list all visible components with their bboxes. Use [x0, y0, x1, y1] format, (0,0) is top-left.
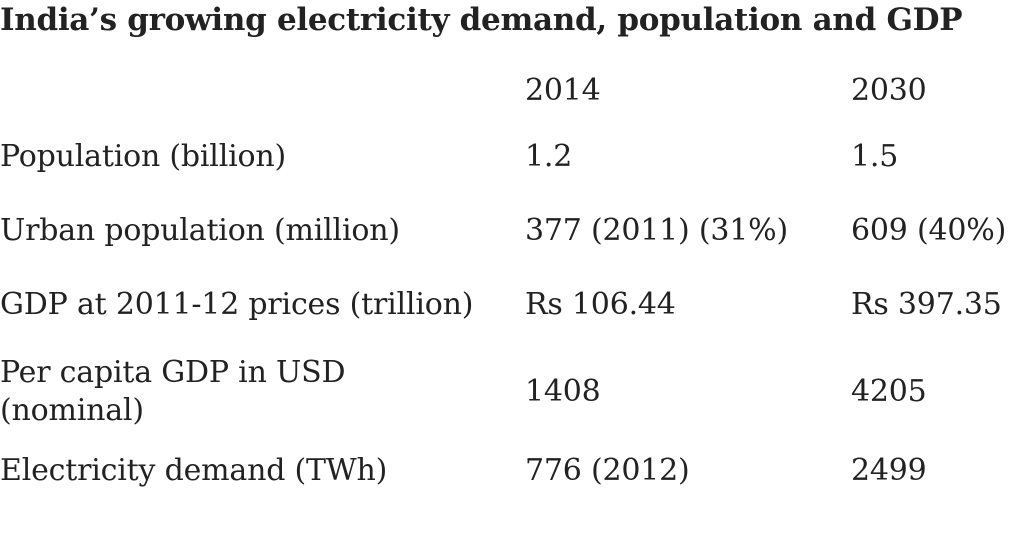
table-row: Per capita GDP in USD (nominal) 1408 420…	[0, 342, 1024, 442]
row-label: GDP at 2011-12 prices (trillion)	[0, 287, 474, 322]
cell-2030: 2499	[851, 453, 927, 488]
cell-2014: 776 (2012)	[525, 453, 690, 488]
table-row: Electricity demand (TWh) 776 (2012) 2499	[0, 442, 1024, 536]
cell-2014: 1408	[525, 374, 601, 409]
cell-2014: 377 (2011) (31%)	[525, 213, 788, 248]
cell-2030: 1.5	[851, 139, 899, 174]
header-cell-2014: 2014	[525, 73, 601, 108]
header-cell-2030: 2030	[851, 73, 927, 108]
header-cell-label	[0, 62, 525, 120]
cell-2014: Rs 106.44	[525, 287, 676, 322]
cell-2030: 609 (40%)	[851, 213, 1007, 248]
table-header-row: 2014 2030	[0, 62, 1024, 120]
data-table: 2014 2030 Population (billion) 1.2 1.5 U…	[0, 62, 1024, 536]
table-row: Urban population (million) 377 (2011) (3…	[0, 194, 1024, 268]
table-row: Population (billion) 1.2 1.5	[0, 120, 1024, 194]
row-label: Per capita GDP in USD (nominal)	[0, 355, 346, 428]
row-label: Urban population (million)	[0, 213, 400, 248]
cell-2030: Rs 397.35	[851, 287, 1002, 322]
cell-2030: 4205	[851, 374, 927, 409]
table-row: GDP at 2011-12 prices (trillion) Rs 106.…	[0, 268, 1024, 342]
cell-2014: 1.2	[525, 139, 573, 174]
row-label: Electricity demand (TWh)	[0, 453, 388, 488]
row-label: Population (billion)	[0, 139, 286, 174]
table-title: India’s growing electricity demand, popu…	[0, 2, 963, 38]
